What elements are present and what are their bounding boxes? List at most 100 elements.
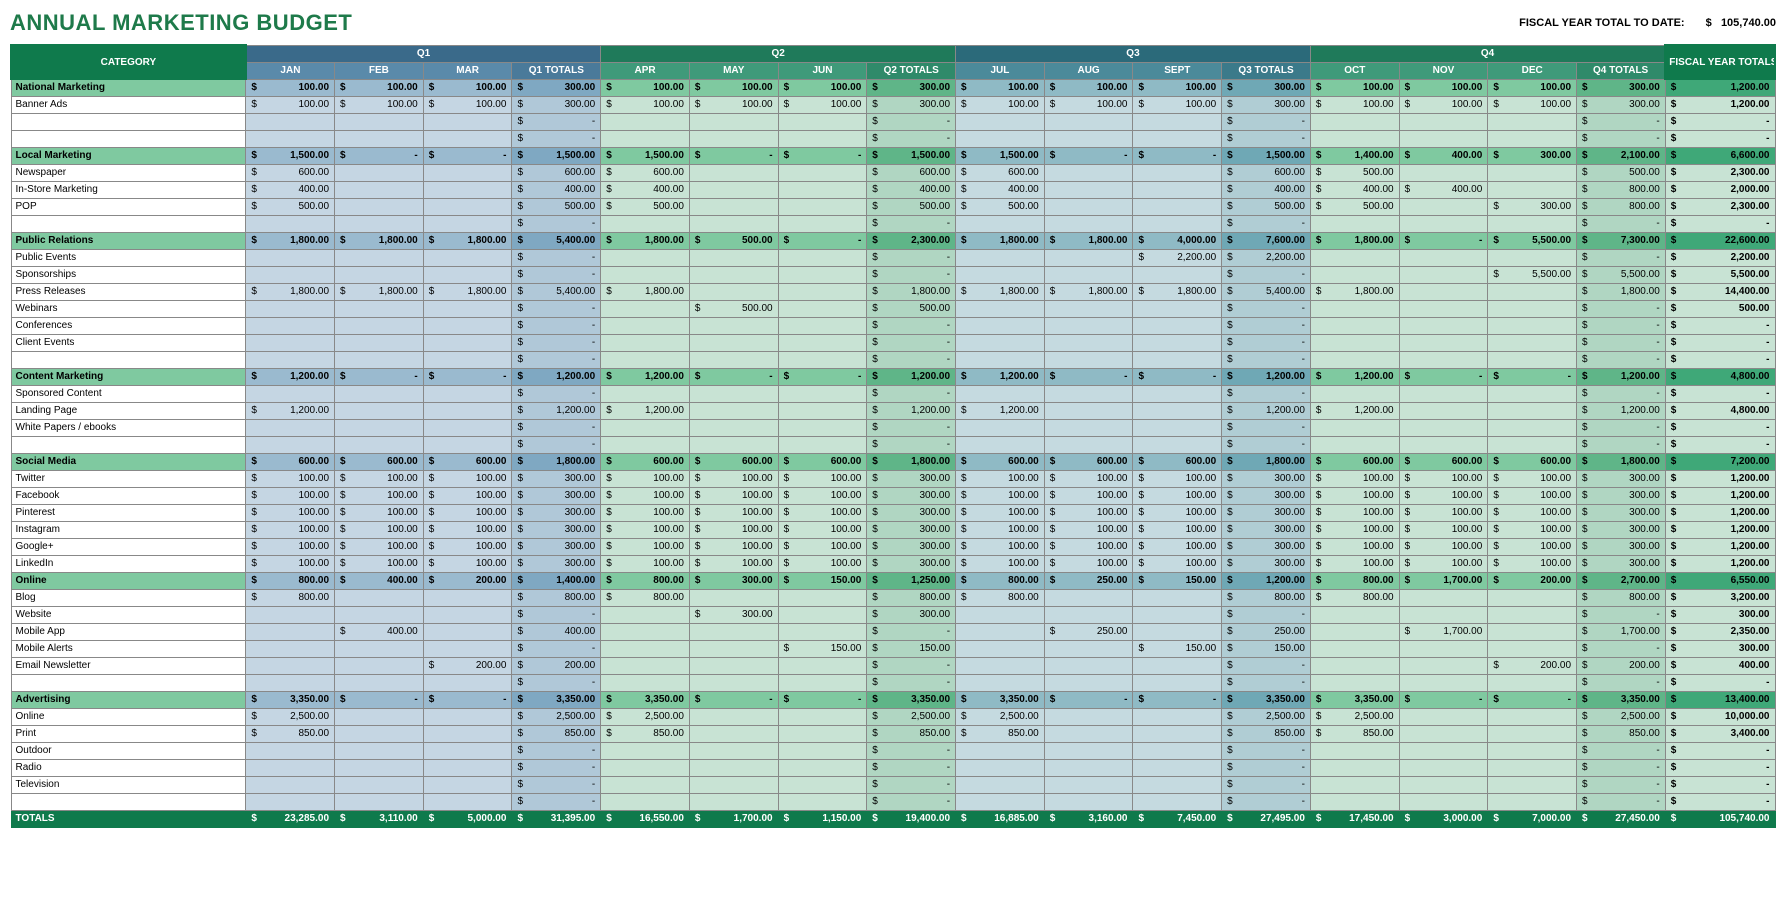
data-cell[interactable]: $-: [1222, 759, 1311, 776]
data-cell[interactable]: [956, 776, 1045, 793]
data-cell[interactable]: [1399, 130, 1488, 147]
data-cell[interactable]: $-: [512, 606, 601, 623]
data-cell[interactable]: $300.00: [1577, 487, 1666, 504]
data-cell[interactable]: $1,200.00: [601, 402, 690, 419]
data-cell[interactable]: [689, 708, 778, 725]
data-cell[interactable]: [1044, 419, 1133, 436]
data-cell[interactable]: $850.00: [246, 725, 335, 742]
data-cell[interactable]: $800.00: [1577, 589, 1666, 606]
data-cell[interactable]: [778, 181, 867, 198]
data-cell[interactable]: $2,200.00: [1133, 249, 1222, 266]
data-cell[interactable]: $100.00: [423, 487, 512, 504]
data-cell[interactable]: [1044, 776, 1133, 793]
data-cell[interactable]: $300.00: [867, 555, 956, 572]
data-cell[interactable]: [1133, 725, 1222, 742]
data-cell[interactable]: [1310, 249, 1399, 266]
data-cell[interactable]: [1399, 317, 1488, 334]
data-cell[interactable]: [1133, 436, 1222, 453]
data-cell[interactable]: $-: [1222, 776, 1311, 793]
data-cell[interactable]: $-: [512, 640, 601, 657]
data-cell[interactable]: $100.00: [601, 96, 690, 113]
data-cell[interactable]: [423, 130, 512, 147]
data-cell[interactable]: $800.00: [601, 589, 690, 606]
data-cell[interactable]: $100.00: [601, 504, 690, 521]
data-cell[interactable]: $600.00: [246, 164, 335, 181]
data-cell[interactable]: $100.00: [1044, 96, 1133, 113]
data-cell[interactable]: $-: [1222, 793, 1311, 810]
data-cell[interactable]: [335, 793, 424, 810]
data-cell[interactable]: [689, 130, 778, 147]
data-cell[interactable]: [335, 266, 424, 283]
data-cell[interactable]: $-: [867, 674, 956, 691]
data-cell[interactable]: $300.00: [512, 555, 601, 572]
data-cell[interactable]: $-: [1222, 606, 1311, 623]
data-cell[interactable]: [778, 725, 867, 742]
data-cell[interactable]: [689, 776, 778, 793]
data-cell[interactable]: $100.00: [601, 521, 690, 538]
data-cell[interactable]: [1399, 640, 1488, 657]
data-cell[interactable]: [689, 674, 778, 691]
data-cell[interactable]: $-: [512, 436, 601, 453]
data-cell[interactable]: [1044, 113, 1133, 130]
data-cell[interactable]: $1,800.00: [1133, 283, 1222, 300]
data-cell[interactable]: [1310, 130, 1399, 147]
data-cell[interactable]: $-: [1222, 300, 1311, 317]
data-cell[interactable]: $100.00: [1133, 555, 1222, 572]
data-cell[interactable]: [246, 419, 335, 436]
data-cell[interactable]: [423, 589, 512, 606]
data-cell[interactable]: $100.00: [778, 538, 867, 555]
data-cell[interactable]: [335, 249, 424, 266]
data-cell[interactable]: $2,500.00: [246, 708, 335, 725]
data-cell[interactable]: [601, 606, 690, 623]
data-cell[interactable]: [1488, 249, 1577, 266]
data-cell[interactable]: $850.00: [512, 725, 601, 742]
data-cell[interactable]: $300.00: [1222, 538, 1311, 555]
data-cell[interactable]: [1133, 300, 1222, 317]
data-cell[interactable]: $300.00: [1577, 470, 1666, 487]
data-cell[interactable]: $-: [867, 266, 956, 283]
data-cell[interactable]: [335, 708, 424, 725]
data-cell[interactable]: [778, 657, 867, 674]
data-cell[interactable]: $100.00: [1133, 470, 1222, 487]
data-cell[interactable]: [335, 402, 424, 419]
data-cell[interactable]: [1044, 215, 1133, 232]
data-cell[interactable]: [1133, 742, 1222, 759]
data-cell[interactable]: [1310, 640, 1399, 657]
data-cell[interactable]: $100.00: [1044, 470, 1133, 487]
data-cell[interactable]: [335, 589, 424, 606]
data-cell[interactable]: [423, 113, 512, 130]
data-cell[interactable]: $250.00: [1044, 623, 1133, 640]
data-cell[interactable]: $1,800.00: [335, 283, 424, 300]
data-cell[interactable]: $-: [867, 113, 956, 130]
data-cell[interactable]: $100.00: [335, 96, 424, 113]
data-cell[interactable]: [1133, 334, 1222, 351]
data-cell[interactable]: $100.00: [423, 96, 512, 113]
data-cell[interactable]: $-: [867, 130, 956, 147]
data-cell[interactable]: [1133, 351, 1222, 368]
data-cell[interactable]: [423, 725, 512, 742]
data-cell[interactable]: [423, 164, 512, 181]
data-cell[interactable]: [1399, 606, 1488, 623]
data-cell[interactable]: [335, 606, 424, 623]
data-cell[interactable]: $500.00: [956, 198, 1045, 215]
data-cell[interactable]: [1310, 759, 1399, 776]
data-cell[interactable]: $-: [512, 266, 601, 283]
data-cell[interactable]: [956, 317, 1045, 334]
data-cell[interactable]: [689, 402, 778, 419]
data-cell[interactable]: $100.00: [335, 470, 424, 487]
data-cell[interactable]: $100.00: [956, 555, 1045, 572]
data-cell[interactable]: $100.00: [1133, 504, 1222, 521]
data-cell[interactable]: [689, 759, 778, 776]
data-cell[interactable]: $300.00: [867, 470, 956, 487]
data-cell[interactable]: $150.00: [1222, 640, 1311, 657]
data-cell[interactable]: $800.00: [1310, 589, 1399, 606]
data-cell[interactable]: $2,500.00: [867, 708, 956, 725]
data-cell[interactable]: [335, 385, 424, 402]
data-cell[interactable]: [1133, 589, 1222, 606]
data-cell[interactable]: [1488, 215, 1577, 232]
data-cell[interactable]: [1044, 198, 1133, 215]
data-cell[interactable]: $100.00: [1310, 538, 1399, 555]
data-cell[interactable]: [601, 759, 690, 776]
data-cell[interactable]: $1,200.00: [867, 402, 956, 419]
data-cell[interactable]: [689, 436, 778, 453]
